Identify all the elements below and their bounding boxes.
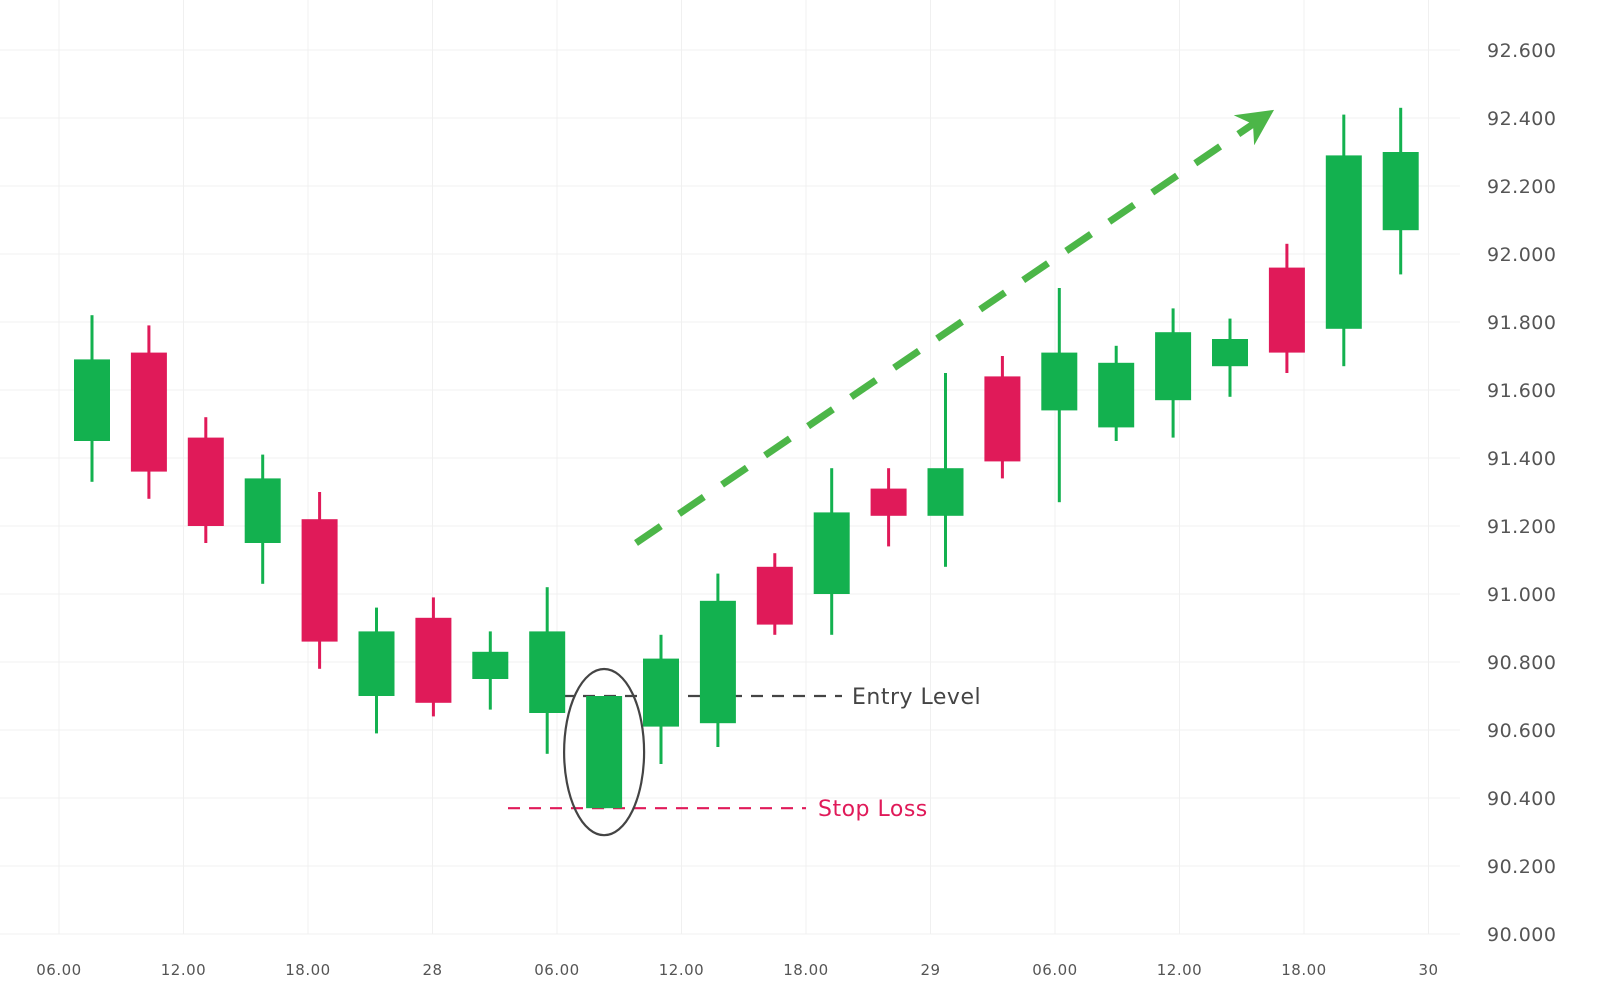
y-tick-label: 90.400 xyxy=(1487,788,1556,810)
candle-body xyxy=(870,488,907,516)
candle-body xyxy=(74,359,110,441)
y-tick-label: 92.400 xyxy=(1487,108,1556,130)
candle-up xyxy=(1041,288,1078,503)
candle-body xyxy=(586,696,623,809)
candle-down xyxy=(1268,243,1305,373)
candle-up xyxy=(1325,114,1362,367)
grid-layer xyxy=(0,0,1460,935)
y-tick-label: 90.800 xyxy=(1487,652,1556,674)
candles-layer xyxy=(74,107,1419,809)
y-tick-label: 90.200 xyxy=(1487,856,1556,878)
candle-up xyxy=(1382,107,1419,275)
x-tick-label: 06.00 xyxy=(534,961,579,979)
candle-up xyxy=(472,631,509,710)
candle-body xyxy=(1155,332,1192,401)
candle-body xyxy=(244,478,281,543)
candle-body xyxy=(1041,352,1078,411)
x-axis: 06.00 12.00 18.00 28 06.00 12.00 18.00 29 06.00 1… xyxy=(36,961,1438,979)
x-tick-label: 12.00 xyxy=(659,961,704,979)
candle-body xyxy=(130,352,167,472)
x-tick-label: 28 xyxy=(422,961,442,979)
y-tick-label: 91.800 xyxy=(1487,312,1556,334)
candle-down xyxy=(870,468,907,547)
y-tick-label: 92.000 xyxy=(1487,244,1556,266)
candle-down xyxy=(187,417,224,543)
candle-down xyxy=(415,597,452,717)
candle-up xyxy=(1098,345,1135,441)
y-tick-label: 91.400 xyxy=(1487,448,1556,470)
x-tick-label: 18.00 xyxy=(783,961,828,979)
x-tick-label: 18.00 xyxy=(285,961,330,979)
candle-body xyxy=(529,631,566,713)
candle-up xyxy=(699,573,736,747)
candle-up xyxy=(927,373,964,567)
x-tick-label: 18.00 xyxy=(1281,961,1326,979)
annotation-layer: Entry Level Stop Loss xyxy=(562,109,1275,837)
candle-up xyxy=(74,315,110,482)
y-tick-label: 92.200 xyxy=(1487,176,1556,198)
y-tick-label: 90.000 xyxy=(1487,924,1556,946)
candle-body xyxy=(984,376,1021,462)
candle-body xyxy=(1098,362,1135,428)
x-tick-label: 06.00 xyxy=(1032,961,1077,979)
y-tick-label: 91.600 xyxy=(1487,380,1556,402)
candle-body xyxy=(699,600,736,724)
y-tick-label: 91.000 xyxy=(1487,584,1556,606)
y-axis: 92.600 92.400 92.200 92.000 91.800 91.600 91.4… xyxy=(1487,40,1556,946)
candle-up xyxy=(813,468,850,635)
trend-arrow xyxy=(634,109,1275,546)
candle-body xyxy=(358,631,395,696)
candle-up xyxy=(358,607,395,734)
candle-up xyxy=(529,587,566,754)
y-tick-label: 90.600 xyxy=(1487,720,1556,742)
highlight-ellipse xyxy=(562,667,646,837)
candle-body xyxy=(472,651,509,679)
candle-body xyxy=(187,437,224,526)
candle-body xyxy=(813,512,850,594)
y-tick-label: 91.200 xyxy=(1487,516,1556,538)
candle-body xyxy=(1325,155,1362,329)
entry-level-label: Entry Level xyxy=(852,685,981,710)
x-tick-label: 29 xyxy=(920,961,940,979)
candle-body xyxy=(1382,152,1419,231)
candle-body xyxy=(1212,339,1248,367)
x-tick-label: 06.00 xyxy=(36,961,81,979)
y-tick-label: 92.600 xyxy=(1487,40,1556,62)
x-tick-label: 12.00 xyxy=(161,961,206,979)
candle-down xyxy=(756,553,793,635)
candle-up xyxy=(1212,318,1248,397)
candle-up xyxy=(1155,308,1192,438)
x-tick-label: 12.00 xyxy=(1157,961,1202,979)
candle-down xyxy=(130,325,167,499)
candle-down xyxy=(984,356,1021,479)
candle-up xyxy=(643,634,679,764)
x-tick-label: 30 xyxy=(1418,961,1438,979)
candle-body xyxy=(1268,267,1305,353)
stop-loss-label: Stop Loss xyxy=(818,797,928,822)
candle-body xyxy=(643,658,679,727)
candle-up xyxy=(244,454,281,584)
candle-body xyxy=(756,566,793,625)
candle-body xyxy=(415,617,452,703)
candle-up xyxy=(586,696,623,809)
candle-body xyxy=(301,519,338,642)
candle-down xyxy=(301,492,338,669)
candle-body xyxy=(927,468,964,516)
